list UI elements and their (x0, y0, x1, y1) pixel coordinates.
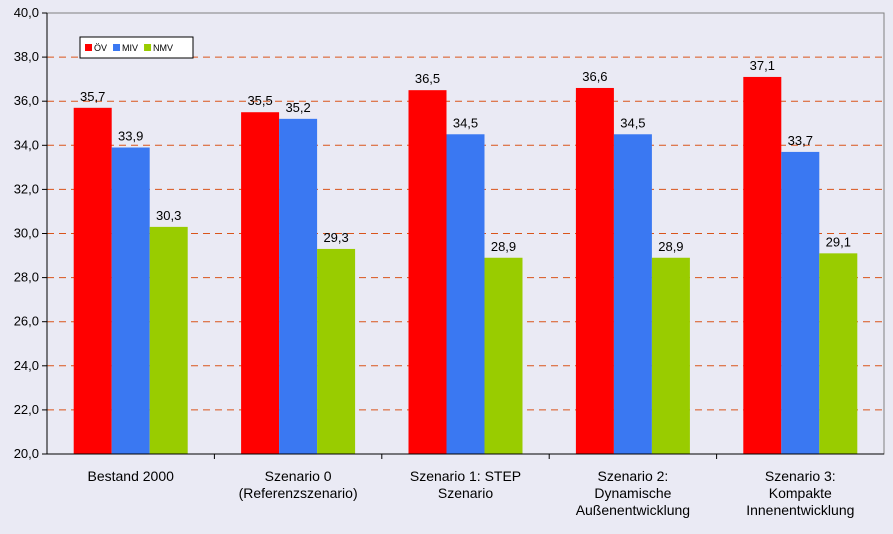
legend-label-MIV: MIV (122, 43, 138, 53)
data-label: 29,1 (826, 234, 851, 249)
y-tick-label: 40,0 (14, 5, 39, 20)
x-category-label: (Referenzszenario) (239, 485, 358, 501)
y-tick-label: 20,0 (14, 446, 39, 461)
y-tick-label: 28,0 (14, 270, 39, 285)
data-label: 35,2 (285, 100, 310, 115)
bar-NMV (484, 257, 523, 454)
bar-NMV (149, 226, 188, 454)
data-label: 37,1 (750, 58, 775, 73)
data-label: 33,7 (788, 133, 813, 148)
x-category-label: Szenario 1: STEP (410, 468, 521, 484)
data-label: 28,9 (658, 239, 683, 254)
data-label: 36,6 (582, 69, 607, 84)
legend: ÖV MIV NMV (79, 36, 194, 59)
bar-ÖV (73, 107, 112, 454)
legend-swatch-NMV (144, 44, 152, 51)
legend-label-ÖV: ÖV (94, 43, 107, 53)
x-category-label: Szenario 3: (765, 468, 836, 484)
data-label: 34,5 (453, 115, 478, 130)
legend-label-NMV: NMV (153, 43, 173, 53)
data-label: 35,5 (247, 93, 272, 108)
bar-MIV (446, 134, 485, 454)
legend-swatch-ÖV (85, 44, 92, 51)
bar-NMV (317, 248, 356, 454)
bar-NMV (819, 253, 858, 454)
data-label: 36,5 (415, 71, 440, 86)
data-label: 28,9 (491, 239, 516, 254)
legend-swatch-MIV (113, 44, 121, 51)
bars (73, 76, 858, 455)
x-category-label: Bestand 2000 (87, 468, 174, 484)
y-tick-label: 36,0 (14, 93, 39, 108)
x-category-label: Szenario (438, 485, 493, 501)
y-tick-label: 24,0 (14, 358, 39, 373)
bar-MIV (111, 147, 150, 454)
y-tick-label: 22,0 (14, 402, 39, 417)
data-labels: 35,7 33,9 30,3 35,5 35,2 29,3 36,5 34,5 28,9 36,6… (80, 58, 851, 254)
y-tick-label: 26,0 (14, 314, 39, 329)
bar-ÖV (241, 112, 280, 454)
y-tick-label: 30,0 (14, 226, 39, 241)
axes: 20,0 22,0 24,0 26,0 28,0 30,0 32,0 34,0 36,0 38,0… (14, 5, 885, 518)
x-category-label: Innenentwicklung (746, 502, 854, 518)
data-label: 34,5 (620, 115, 645, 130)
y-tick-label: 34,0 (14, 137, 39, 152)
bar-MIV (613, 134, 652, 454)
data-label: 29,3 (323, 230, 348, 245)
x-category-label: Kompakte (769, 485, 832, 501)
x-category-label: Szenario 2: (597, 468, 668, 484)
bar-NMV (651, 257, 690, 454)
data-label: 33,9 (118, 129, 143, 144)
y-tick-label: 32,0 (14, 181, 39, 196)
data-label: 30,3 (156, 208, 181, 223)
legend-box (79, 36, 194, 59)
bar-MIV (781, 151, 820, 455)
x-category-label: Szenario 0 (265, 468, 332, 484)
x-category-label: Außenentwicklung (576, 502, 690, 518)
bar-ÖV (575, 87, 614, 454)
bar-ÖV (743, 76, 782, 454)
data-label: 35,7 (80, 89, 105, 104)
y-tick-label: 38,0 (14, 49, 39, 64)
bar-MIV (279, 118, 318, 454)
x-category-label: Dynamische (594, 485, 671, 501)
bar-ÖV (408, 90, 447, 455)
